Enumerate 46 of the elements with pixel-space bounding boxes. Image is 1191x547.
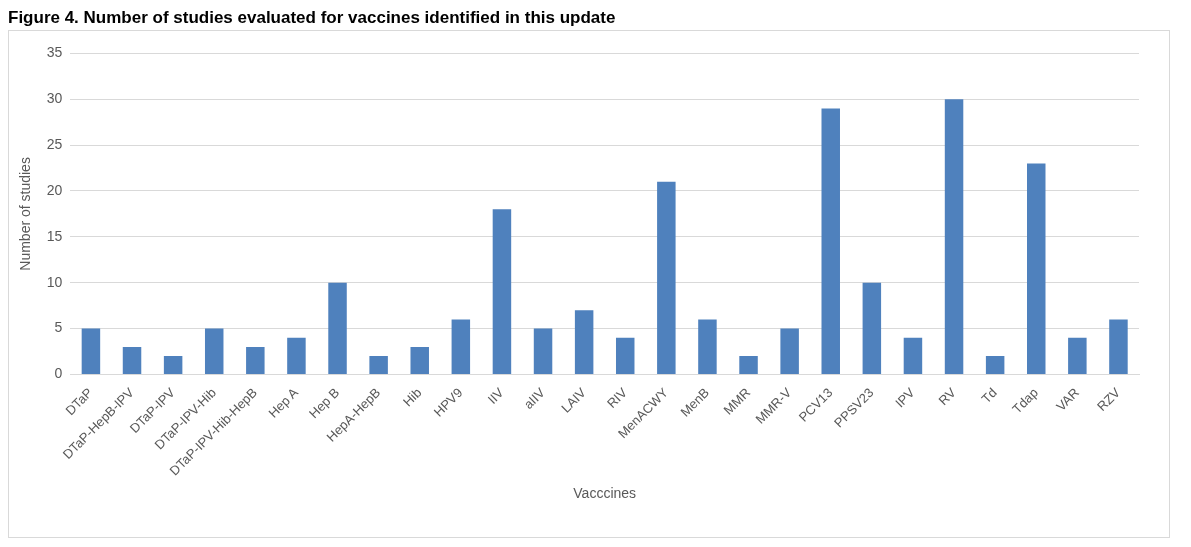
bar (739, 356, 758, 374)
y-tick-label: 0 (54, 365, 63, 382)
bar (821, 108, 840, 374)
bar (246, 346, 265, 374)
bar (862, 282, 882, 374)
bar (698, 319, 717, 374)
x-tick-label: Hib (399, 384, 425, 410)
x-axis-title: Vacccines (573, 485, 637, 502)
bar (287, 337, 306, 374)
bar (944, 99, 964, 374)
bar (204, 328, 224, 374)
y-tick-label: 10 (46, 273, 63, 290)
bar (533, 328, 553, 374)
bar (615, 337, 635, 374)
bar (1068, 337, 1087, 374)
bar (122, 346, 142, 374)
x-tick-label: Td (978, 384, 1000, 407)
bar (410, 346, 429, 374)
x-tick-label: Hep A (265, 384, 302, 421)
y-tick-label: 15 (46, 227, 63, 244)
x-tick-label: IPV (892, 384, 918, 411)
x-tick-label: IIV (484, 384, 507, 407)
bar (574, 310, 594, 374)
x-tick-label: Tdap (1009, 384, 1041, 417)
bar (780, 328, 799, 374)
bar (163, 356, 183, 374)
y-tick-label: 20 (46, 181, 63, 198)
y-tick-label: 25 (46, 135, 63, 152)
bar (985, 356, 1005, 374)
y-axis-title: Number of studies (17, 157, 34, 271)
y-tick-label: 30 (46, 90, 63, 107)
bar (451, 319, 471, 374)
y-tick-label: 35 (46, 44, 63, 61)
bar (903, 337, 923, 374)
x-tick-label: aIIV (520, 384, 548, 412)
bar (1027, 163, 1046, 374)
x-tick-label: VAR (1053, 384, 1082, 414)
y-tick-label: 5 (54, 319, 63, 336)
chart-title: Figure 4. Number of studies evaluated for vaccines identified in this update (8, 8, 617, 28)
bar (369, 356, 388, 374)
bar (492, 209, 512, 374)
bar (81, 328, 101, 374)
bar (1109, 319, 1128, 374)
bar (657, 181, 676, 374)
bar (328, 282, 347, 374)
x-tick-label: RV (935, 384, 959, 409)
